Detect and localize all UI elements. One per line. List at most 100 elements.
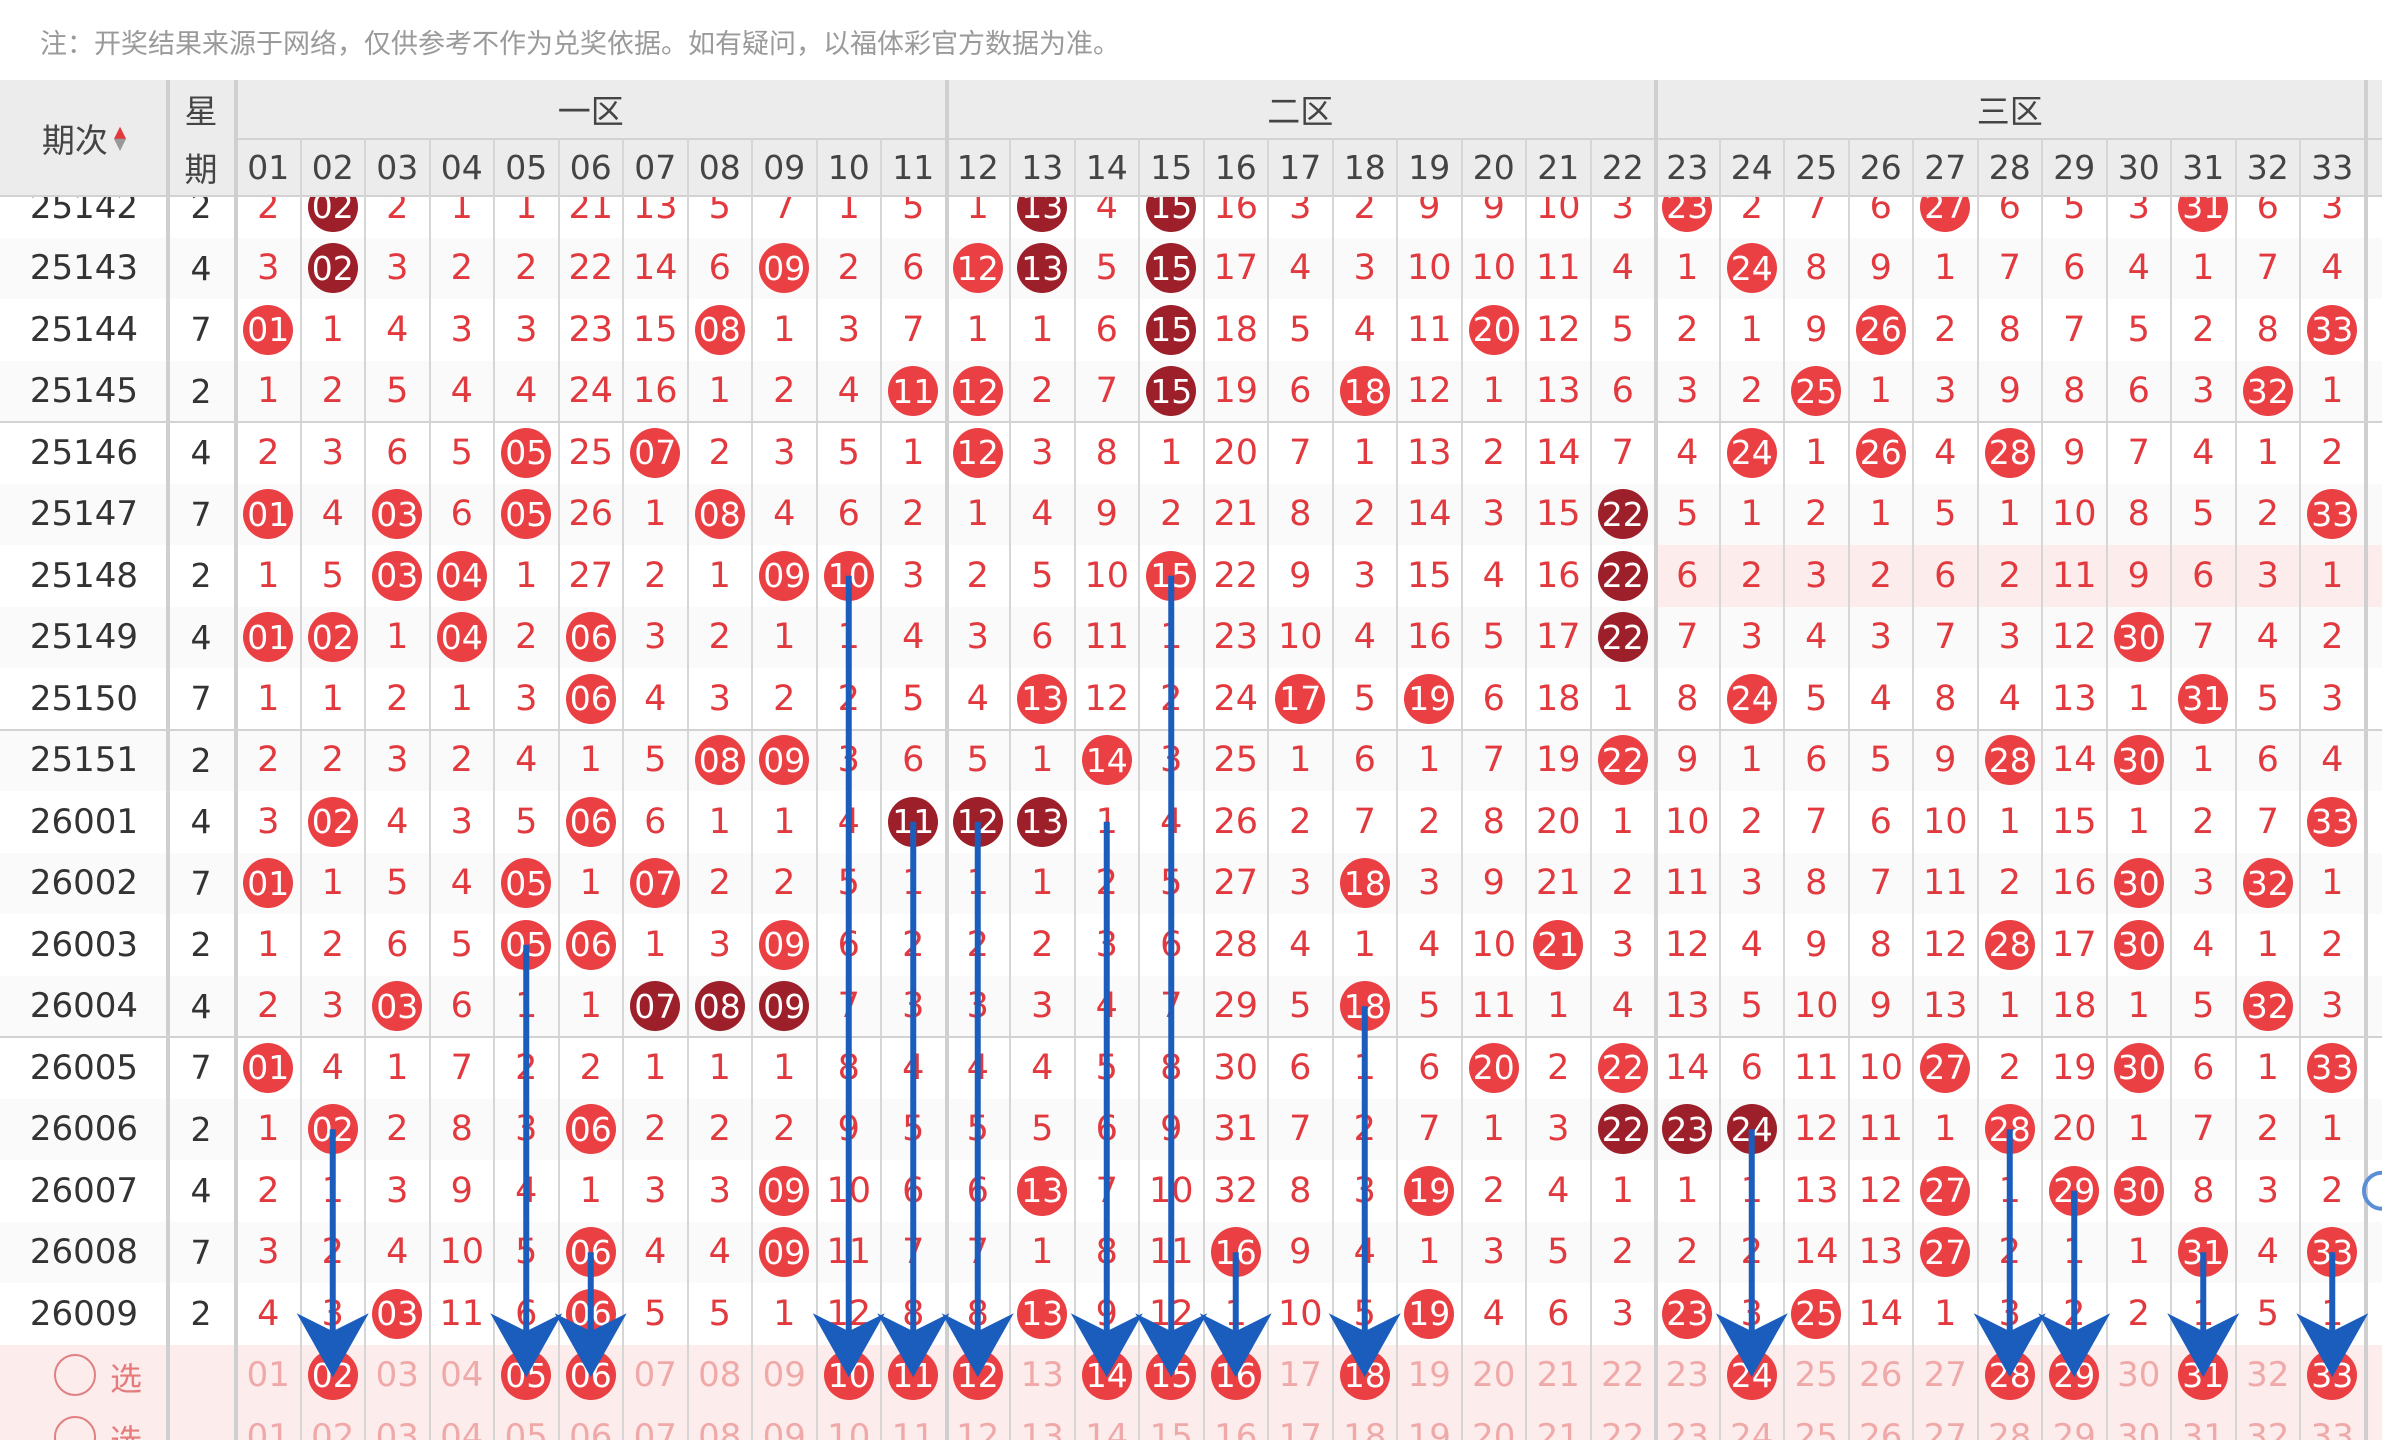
pick-number[interactable]: 17 <box>1278 1416 1322 1440</box>
pick-number-selected[interactable]: 29 <box>2049 1350 2100 1401</box>
pick-number[interactable]: 20 <box>1472 1416 1516 1440</box>
pick-number-selected[interactable]: 33 <box>2307 1350 2358 1401</box>
pick-number-selected[interactable]: 12 <box>952 1350 1003 1401</box>
pick-number[interactable]: 05 <box>504 1416 548 1440</box>
table-row <box>0 668 2382 730</box>
pick-number-selected[interactable]: 28 <box>1984 1350 2035 1401</box>
pick-number[interactable]: 09 <box>762 1416 806 1440</box>
pick-number[interactable]: 30 <box>2117 1355 2161 1396</box>
pick-radio[interactable] <box>54 1354 96 1397</box>
miss-count: 2 <box>1160 494 1183 535</box>
miss-count: 1 <box>966 309 989 350</box>
number-ball: 02 <box>307 243 358 294</box>
miss-count: 1 <box>1998 986 2021 1027</box>
column-header: 32 <box>2235 138 2300 196</box>
pick-number[interactable]: 15 <box>1149 1416 1193 1440</box>
number-ball: 09 <box>759 1227 810 1278</box>
pick-number[interactable]: 06 <box>569 1416 613 1440</box>
pick-number[interactable]: 26 <box>1859 1355 1903 1396</box>
miss-count: 2 <box>1869 555 1892 596</box>
pick-number[interactable]: 04 <box>440 1416 484 1440</box>
pick-number-selected[interactable]: 14 <box>1081 1350 1132 1401</box>
pick-number[interactable]: 32 <box>2246 1355 2290 1396</box>
number-ball: 15 <box>1146 304 1197 355</box>
grid-line <box>2170 138 2172 1440</box>
miss-count: 9 <box>1805 309 1828 350</box>
miss-count: 2 <box>321 1232 344 1273</box>
pick-number-selected[interactable]: 31 <box>2178 1350 2229 1401</box>
pick-number[interactable]: 10 <box>827 1416 871 1440</box>
pick-number[interactable]: 09 <box>762 1355 806 1396</box>
pick-number[interactable]: 23 <box>1665 1355 1709 1396</box>
pick-number[interactable]: 26 <box>1859 1416 1903 1440</box>
period-header[interactable]: 期次 ▲ ▼ <box>0 80 168 196</box>
pick-number[interactable]: 31 <box>2181 1416 2225 1440</box>
pick-number[interactable]: 13 <box>1020 1355 1064 1396</box>
miss-count: 6 <box>1353 740 1376 781</box>
pick-number[interactable]: 14 <box>1085 1416 1129 1440</box>
pick-number[interactable]: 21 <box>1536 1416 1580 1440</box>
pick-number-selected[interactable]: 11 <box>888 1350 939 1401</box>
pick-number[interactable]: 27 <box>1923 1416 1967 1440</box>
pick-number[interactable]: 21 <box>1536 1355 1580 1396</box>
miss-count: 1 <box>257 678 280 719</box>
pick-number[interactable]: 19 <box>1407 1355 1451 1396</box>
pick-number[interactable]: 24 <box>1730 1416 1774 1440</box>
pick-number[interactable]: 29 <box>2052 1416 2096 1440</box>
pick-number[interactable]: 25 <box>1794 1355 1838 1396</box>
pick-number[interactable]: 01 <box>246 1355 290 1396</box>
pick-number[interactable]: 07 <box>633 1416 677 1440</box>
pick-number-selected[interactable]: 16 <box>1210 1350 1261 1401</box>
pick-number[interactable]: 23 <box>1665 1416 1709 1440</box>
pick-number[interactable]: 02 <box>311 1416 355 1440</box>
pick-number[interactable]: 20 <box>1472 1355 1516 1396</box>
pick-number[interactable]: 27 <box>1923 1355 1967 1396</box>
pick-number[interactable]: 33 <box>2310 1416 2354 1440</box>
weekday: 7 <box>190 494 212 534</box>
pick-number[interactable]: 04 <box>440 1355 484 1396</box>
pick-number-selected[interactable]: 06 <box>565 1350 616 1401</box>
pick-number-selected[interactable]: 18 <box>1339 1350 1390 1401</box>
grid-line <box>1589 138 1592 1440</box>
pick-number[interactable]: 16 <box>1214 1416 1258 1440</box>
pick-number[interactable]: 11 <box>891 1416 935 1440</box>
pick-number[interactable]: 07 <box>633 1355 677 1396</box>
pick-number[interactable]: 19 <box>1407 1416 1451 1440</box>
pick-number[interactable]: 12 <box>956 1416 1000 1440</box>
miss-count: 3 <box>515 309 538 350</box>
miss-count: 1 <box>1740 1170 1763 1211</box>
pick-number[interactable]: 22 <box>1601 1416 1645 1440</box>
miss-count: 6 <box>1289 1047 1312 1088</box>
pick-number[interactable]: 22 <box>1601 1355 1645 1396</box>
miss-count: 4 <box>1289 924 1312 965</box>
pick-number[interactable]: 08 <box>698 1416 742 1440</box>
pick-number[interactable]: 03 <box>375 1416 419 1440</box>
miss-count: 8 <box>2063 371 2086 412</box>
pick-number[interactable]: 01 <box>246 1416 290 1440</box>
miss-count: 4 <box>1805 617 1828 658</box>
pick-number[interactable]: 18 <box>1343 1416 1387 1440</box>
grid-line <box>1976 138 1979 1440</box>
pick-number[interactable]: 32 <box>2246 1416 2290 1440</box>
miss-count: 4 <box>1418 924 1441 965</box>
pick-number-selected[interactable]: 10 <box>823 1350 874 1401</box>
number-ball: 30 <box>2113 858 2164 909</box>
pick-number[interactable]: 17 <box>1278 1355 1322 1396</box>
pick-number[interactable]: 30 <box>2117 1416 2161 1440</box>
pick-number-selected[interactable]: 24 <box>1726 1350 1777 1401</box>
pick-number[interactable]: 03 <box>375 1355 419 1396</box>
pick-number-selected[interactable]: 05 <box>501 1350 552 1401</box>
pick-number-selected[interactable]: 15 <box>1146 1350 1197 1401</box>
column-header: 15 <box>1139 138 1204 196</box>
pick-number-selected[interactable]: 02 <box>307 1350 358 1401</box>
pick-label[interactable]: 选号 <box>110 1416 142 1440</box>
sort-up-down-icon[interactable]: ▲ ▼ <box>113 122 127 153</box>
period-id: 25149 <box>29 617 139 658</box>
miss-count: 12 <box>1406 371 1452 412</box>
pick-number[interactable]: 28 <box>1988 1416 2032 1440</box>
miss-count: 2 <box>1418 801 1441 842</box>
number-ball: 13 <box>1017 796 1068 847</box>
pick-number[interactable]: 13 <box>1020 1416 1064 1440</box>
pick-number[interactable]: 25 <box>1794 1416 1838 1440</box>
pick-number[interactable]: 08 <box>698 1355 742 1396</box>
